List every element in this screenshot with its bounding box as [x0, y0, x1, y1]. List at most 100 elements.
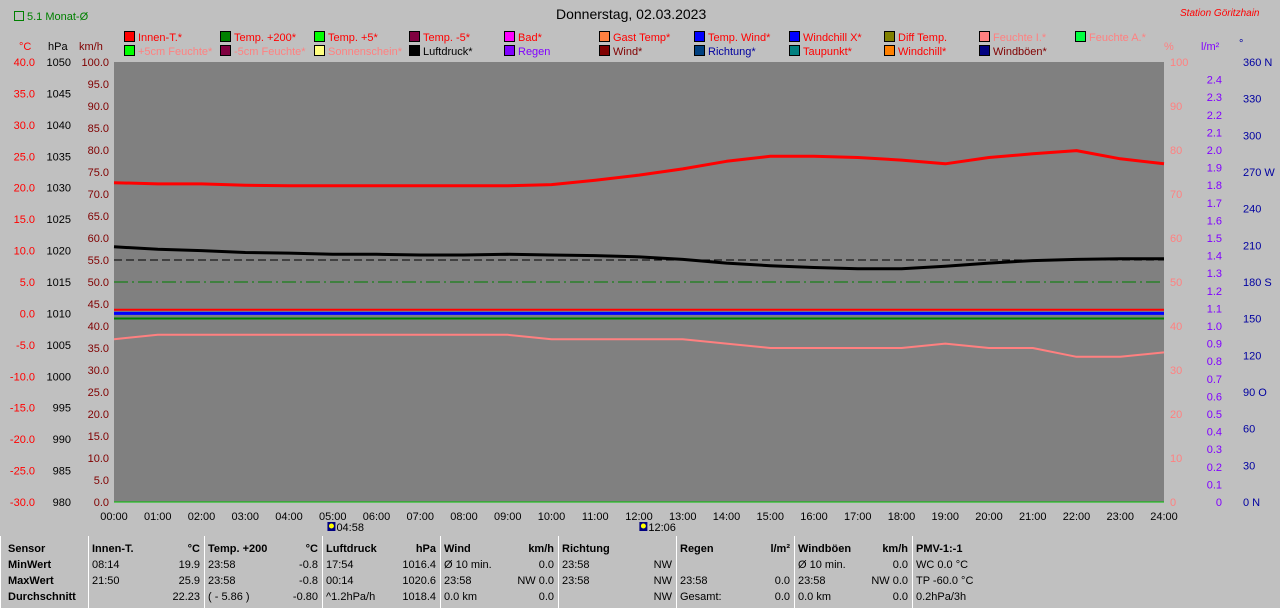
hpa-tick-label: 1040 — [47, 120, 71, 132]
dir-tick-label: 300 — [1243, 130, 1261, 142]
rain-tick-label: 1.7 — [1207, 198, 1222, 210]
dir-tick-label: 270 W — [1243, 167, 1275, 179]
kmh-tick-label: 85.0 — [88, 123, 109, 135]
legend-item[interactable]: Windchill X* — [789, 31, 862, 44]
kmh-tick-label: 90.0 — [88, 101, 109, 113]
legend-item[interactable]: Innen-T.* — [124, 31, 182, 44]
dir-tick-label: 0 N — [1243, 497, 1260, 509]
sun-marker-label: 12:06 — [648, 522, 676, 534]
checkbox-icon[interactable] — [14, 11, 24, 21]
panel-cell-time: 23:58 — [562, 575, 590, 587]
legend-swatch — [124, 31, 135, 42]
legend-item[interactable]: Sonnenschein* — [314, 45, 402, 58]
x-tick-label: 09:00 — [494, 511, 522, 523]
dir-tick-label: 180 S — [1243, 277, 1272, 289]
legend-item[interactable]: Temp. -5* — [409, 31, 470, 44]
legend-item[interactable]: Bad* — [504, 31, 542, 44]
hpa-tick-label: 1005 — [47, 340, 71, 352]
panel-unit: km/h — [882, 543, 908, 555]
percent-tick-label: 50 — [1170, 277, 1182, 289]
percent-tick-label: 0 — [1170, 497, 1176, 509]
x-tick-label: 13:00 — [669, 511, 697, 523]
legend-item[interactable]: +5cm Feuchte* — [124, 45, 212, 58]
kmh-tick-label: 20.0 — [88, 409, 109, 421]
dir-tick-label: 360 N — [1243, 57, 1272, 69]
panel-cell-value: 0.0 — [538, 591, 554, 603]
panel-cell-value: 0.0 — [538, 559, 554, 571]
legend-swatch — [220, 31, 231, 42]
monthly-average-toggle[interactable]: 5.1 Monat-Ø — [14, 11, 88, 23]
kmh-tick-label: 65.0 — [88, 211, 109, 223]
legend-item[interactable]: Regen — [504, 45, 550, 58]
kmh-tick-label: 35.0 — [88, 343, 109, 355]
legend-label: Temp. Wind* — [708, 32, 771, 44]
legend-item[interactable]: Windchill* — [884, 45, 946, 58]
legend-swatch — [504, 31, 515, 42]
legend-item[interactable]: Feuchte A.* — [1075, 31, 1146, 44]
panel-title: PMV-1:-1 — [916, 543, 963, 555]
rain-tick-label: 0.3 — [1207, 444, 1222, 456]
percent-tick-label: 90 — [1170, 101, 1182, 113]
x-tick-label: 00:00 — [100, 511, 128, 523]
series-line — [113, 149, 1165, 188]
legend-item[interactable]: Temp. +200* — [220, 31, 296, 44]
rain-unit-label: l/m² — [1201, 41, 1220, 53]
legend-label: +5cm Feuchte* — [138, 46, 213, 58]
monthly-average-label: 5.1 Monat-Ø — [27, 11, 89, 23]
kmh-tick-label: 10.0 — [88, 453, 109, 465]
legend-item[interactable]: -5cm Feuchte* — [220, 45, 306, 58]
legend-swatch — [599, 45, 610, 56]
legend-item[interactable]: Windböen* — [979, 45, 1047, 58]
panel-title: Wind — [444, 543, 471, 555]
panel-cell-time: 0.0 km — [444, 591, 478, 603]
legend-item[interactable]: Temp. +5* — [314, 31, 378, 44]
hpa-tick-label: 1025 — [47, 214, 71, 226]
kmh-tick-label: 55.0 — [88, 255, 109, 267]
legend-label: Wind* — [613, 46, 643, 58]
rain-tick-label: 2.0 — [1207, 145, 1222, 157]
rain-tick-label: 1.5 — [1207, 233, 1222, 245]
x-tick-label: 08:00 — [450, 511, 478, 523]
temp-tick-label: 20.0 — [14, 183, 35, 195]
panel-cell-time: 08:14 — [92, 559, 120, 571]
kmh-tick-label: 5.0 — [94, 475, 109, 487]
summary-panel-innen: Innen-T. °C 08:14 19.9 21:50 25.9 22.23 — [92, 538, 204, 606]
kmh-tick-label: 0.0 — [94, 497, 109, 509]
temp-tick-label: 10.0 — [14, 246, 35, 258]
panel-cell-time: Gesamt: — [680, 591, 722, 603]
legend-item[interactable]: Taupunkt* — [789, 45, 852, 58]
legend-item[interactable]: Feuchte I.* — [979, 31, 1046, 44]
legend-swatch — [979, 45, 990, 56]
legend-item[interactable]: Richtung* — [694, 45, 756, 58]
legend-label: Windchill X* — [803, 32, 862, 44]
temp-tick-label: 0.0 — [20, 308, 35, 320]
legend-item[interactable]: Temp. Wind* — [694, 31, 770, 44]
panel-cell-value: 19.9 — [178, 559, 200, 571]
legend-label: Diff Temp. — [898, 32, 948, 44]
panel-cell-time: 17:54 — [326, 559, 354, 571]
panel-cell-value: -0.8 — [299, 575, 318, 587]
row-label-avg: Durchschnitt — [8, 591, 76, 603]
rain-tick-label: 1.3 — [1207, 268, 1222, 280]
legend-item[interactable]: Gast Temp* — [599, 31, 670, 44]
rain-tick-label: 0 — [1216, 497, 1222, 509]
rain-tick-label: 1.8 — [1207, 180, 1222, 192]
rain-tick-label: 1.6 — [1207, 215, 1222, 227]
temp-tick-label: -10.0 — [10, 371, 35, 383]
panel-cell-time: Ø 10 min. — [798, 559, 846, 571]
panel-cell-value: 0.0 — [892, 591, 908, 603]
kmh-tick-label: 30.0 — [88, 365, 109, 377]
panel-cell-time: 0.2hPa/3h — [916, 591, 967, 603]
percent-tick-label: 60 — [1170, 233, 1182, 245]
temp-tick-label: -5.0 — [16, 340, 35, 352]
legend-item[interactable]: Diff Temp. — [884, 31, 947, 44]
summary-panel-richtung: Richtung 23:58 NW 23:58 NW NW — [562, 538, 676, 606]
x-tick-label: 16:00 — [800, 511, 828, 523]
panel-cell-time: WC 0.0 °C — [916, 559, 969, 571]
kmh-tick-label: 80.0 — [88, 145, 109, 157]
legend-label: Richtung* — [708, 46, 756, 58]
legend-item[interactable]: Wind* — [599, 45, 642, 58]
hpa-tick-label: 990 — [53, 434, 71, 446]
legend-item[interactable]: Luftdruck* — [409, 45, 473, 58]
panel-cell-time: 21:50 — [92, 575, 120, 587]
